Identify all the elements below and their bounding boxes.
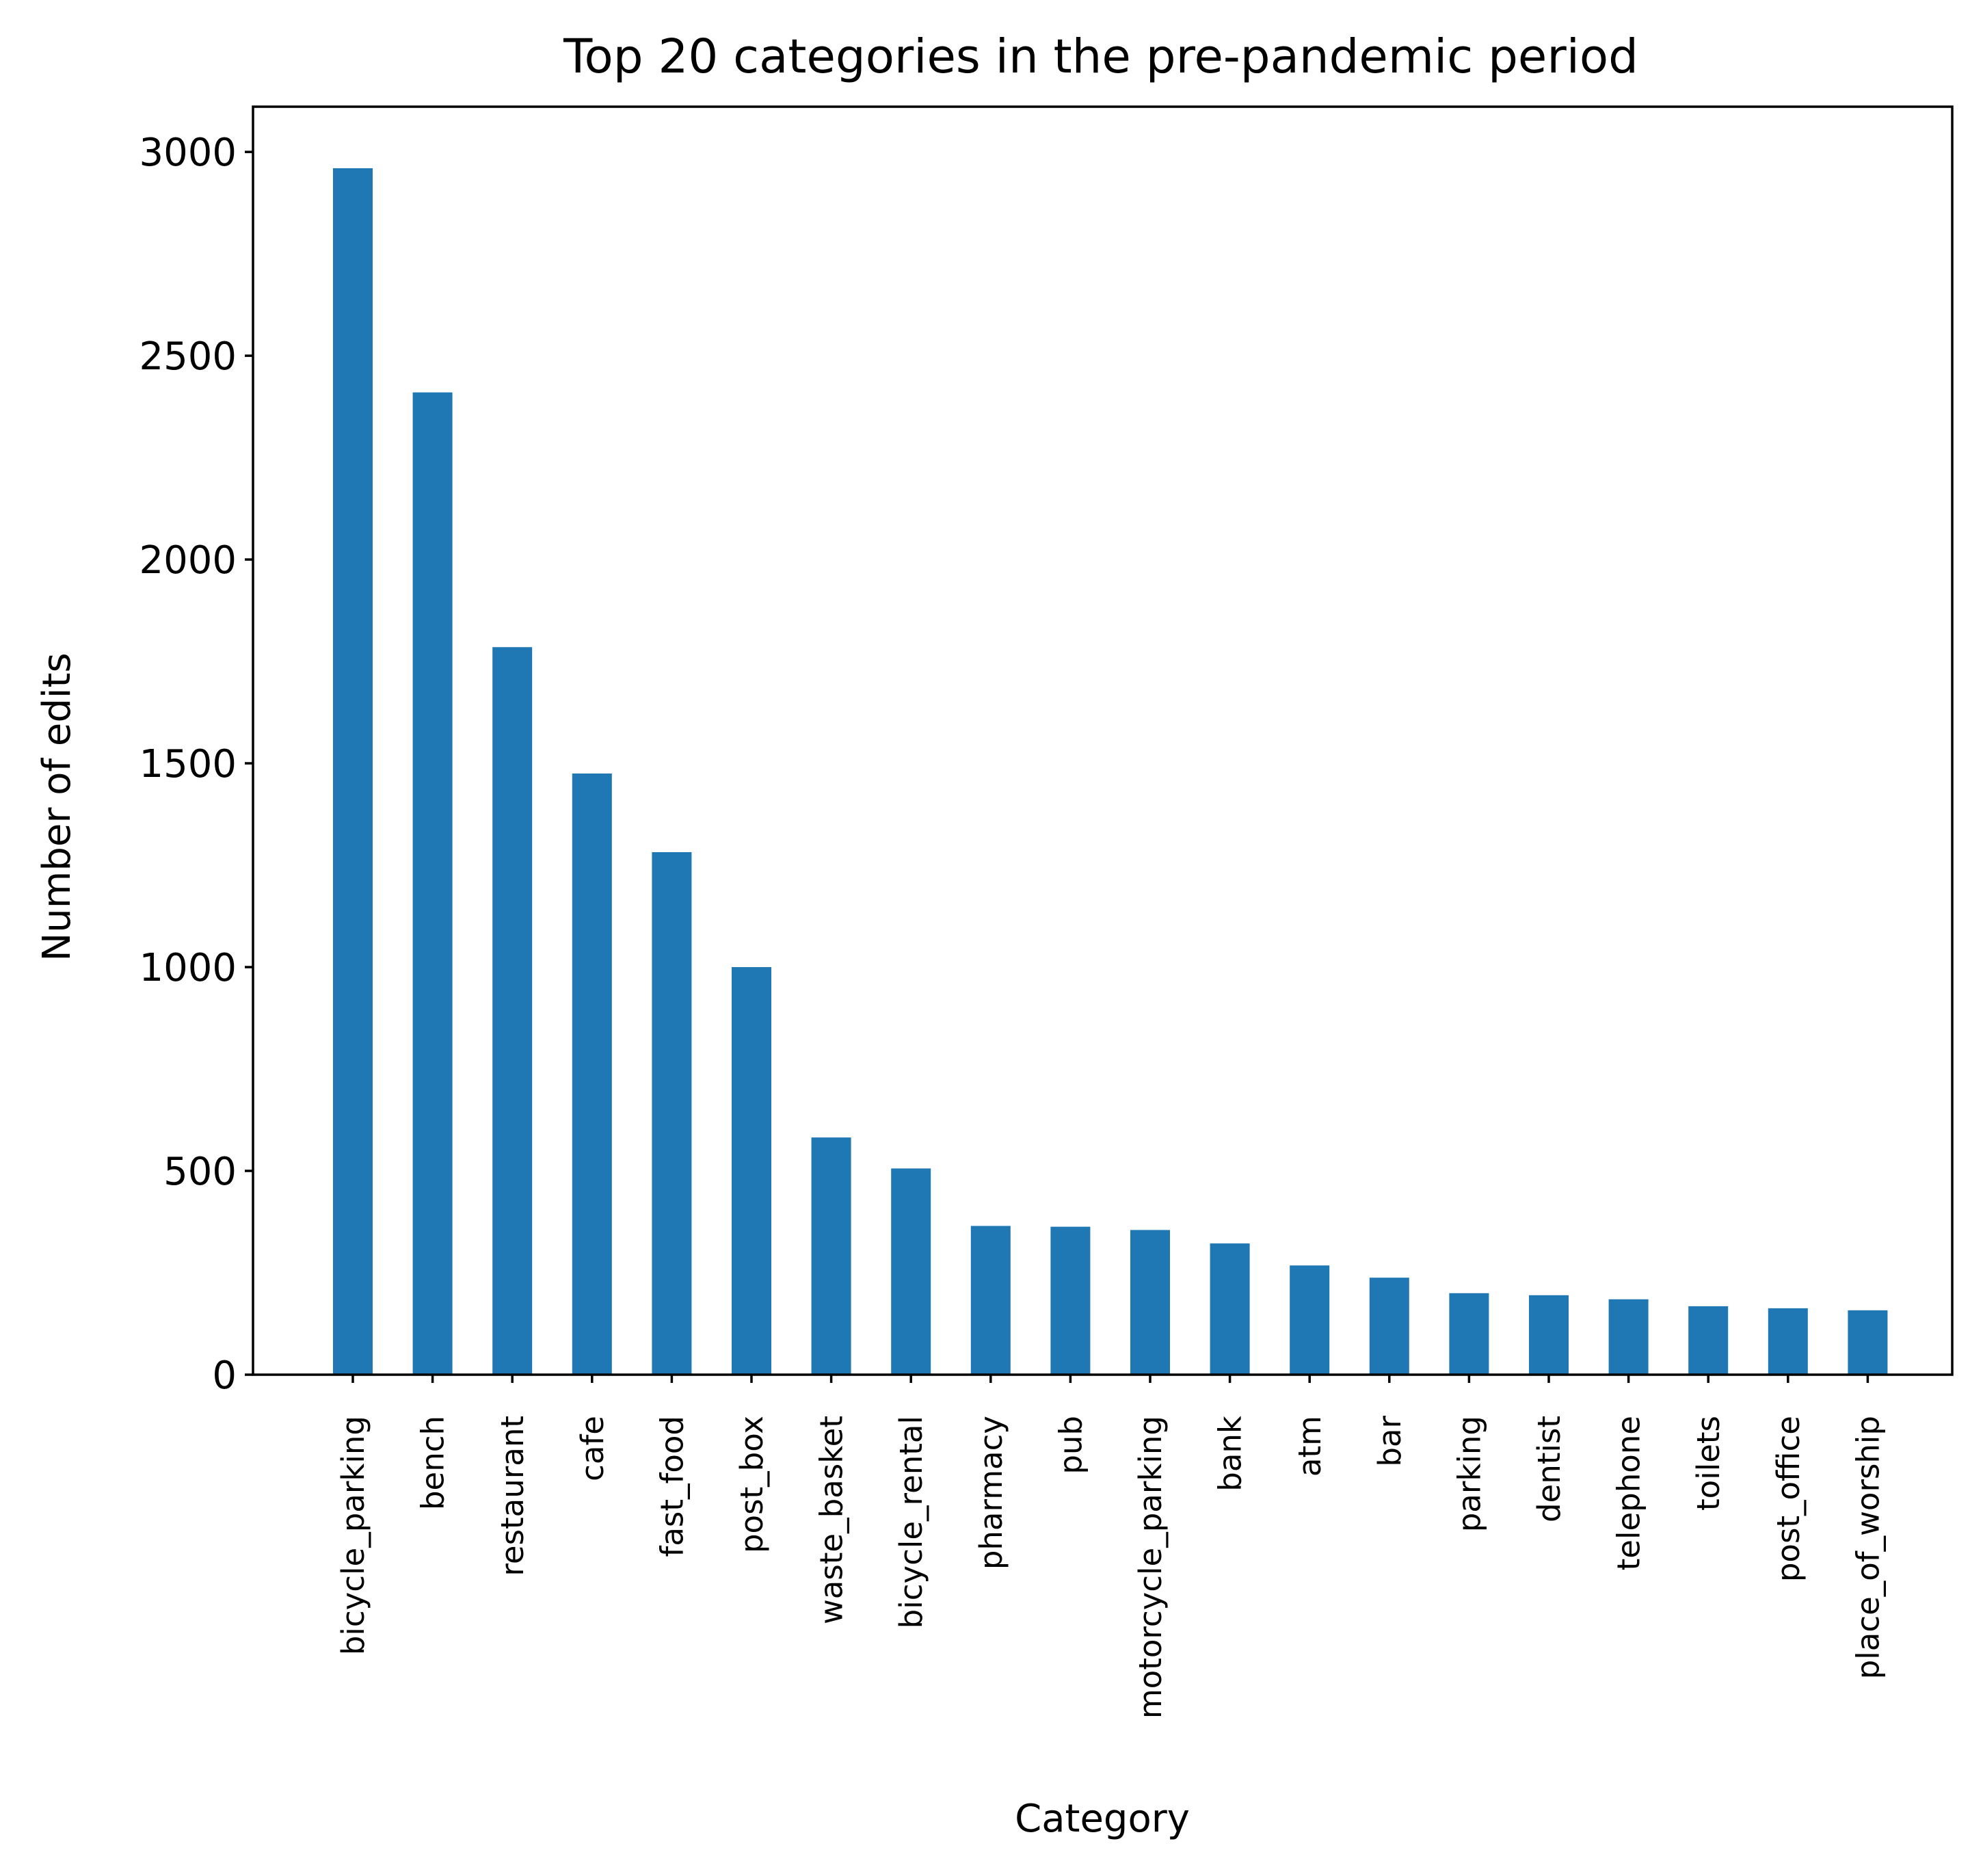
x-tick-label: pharmacy: [973, 1416, 1009, 1570]
bar-parking: [1449, 1293, 1489, 1375]
bar-dentist: [1529, 1295, 1569, 1375]
bar-pharmacy: [970, 1226, 1011, 1375]
x-axis-label: Category: [1015, 1797, 1190, 1841]
bar-bench: [412, 392, 453, 1375]
x-tick-label: cafe: [574, 1416, 611, 1481]
y-axis-label: Number of edits: [35, 652, 79, 961]
bar-motorcycle_parking: [1130, 1230, 1170, 1375]
bar-bicycle_rental: [891, 1168, 931, 1375]
y-tick-label: 1000: [139, 946, 237, 990]
x-tick-label: parking: [1451, 1416, 1487, 1532]
x-tick-label: bench: [415, 1416, 451, 1510]
bar-bicycle_parking: [333, 168, 373, 1375]
plot-frame: [252, 105, 1954, 1376]
y-tick-label: 3000: [139, 131, 237, 175]
y-tick-label: 0: [212, 1353, 237, 1398]
bar-bank: [1210, 1243, 1250, 1375]
bar-cafe: [572, 773, 612, 1375]
bar-post_box: [732, 967, 771, 1375]
x-tick-label: post_box: [734, 1416, 770, 1553]
x-tick-label: restaurant: [494, 1416, 531, 1576]
bar-fast_food: [652, 851, 692, 1375]
x-tick-label: dentist: [1531, 1416, 1567, 1522]
y-tick-label: 500: [163, 1150, 237, 1194]
y-tick-label: 2000: [139, 538, 237, 583]
bar-pub: [1050, 1226, 1091, 1375]
y-axis: 0 500 1000 1500 2000 2500 3000: [139, 131, 253, 1398]
bar-toilets: [1688, 1306, 1729, 1375]
x-tick-label: post_office: [1770, 1416, 1807, 1582]
x-tick-label: toilets: [1690, 1416, 1727, 1511]
x-tick-label: fast_food: [654, 1416, 690, 1557]
chart-title: Top 20 categories in the pre-pandemic pe…: [563, 29, 1638, 84]
x-tick-label: bar: [1372, 1416, 1408, 1467]
x-axis: bicycle_parking bench restaurant cafe fast_f…: [335, 1375, 1886, 1719]
y-tick-label: 1500: [139, 742, 237, 787]
bar-telephone: [1608, 1299, 1649, 1375]
x-tick-label: bicycle_rental: [893, 1416, 929, 1628]
bar-post_office: [1768, 1308, 1808, 1375]
bars: [333, 168, 1888, 1375]
x-tick-label: motorcycle_parking: [1132, 1416, 1169, 1719]
bar-bar: [1369, 1278, 1409, 1375]
x-tick-label: atm: [1292, 1416, 1328, 1477]
x-tick-label: telephone: [1611, 1416, 1647, 1570]
bar-atm: [1290, 1265, 1330, 1375]
y-tick-label: 2500: [139, 334, 237, 379]
x-tick-label: waste_basket: [814, 1416, 850, 1624]
bar-waste_basket: [811, 1137, 851, 1375]
x-tick-label: pub: [1052, 1416, 1089, 1475]
bar-restaurant: [492, 647, 533, 1375]
bar-place_of_worship: [1848, 1310, 1888, 1375]
x-tick-label: bank: [1212, 1416, 1249, 1492]
x-tick-label: place_of_worship: [1850, 1416, 1886, 1679]
x-tick-label: bicycle_parking: [335, 1416, 371, 1655]
